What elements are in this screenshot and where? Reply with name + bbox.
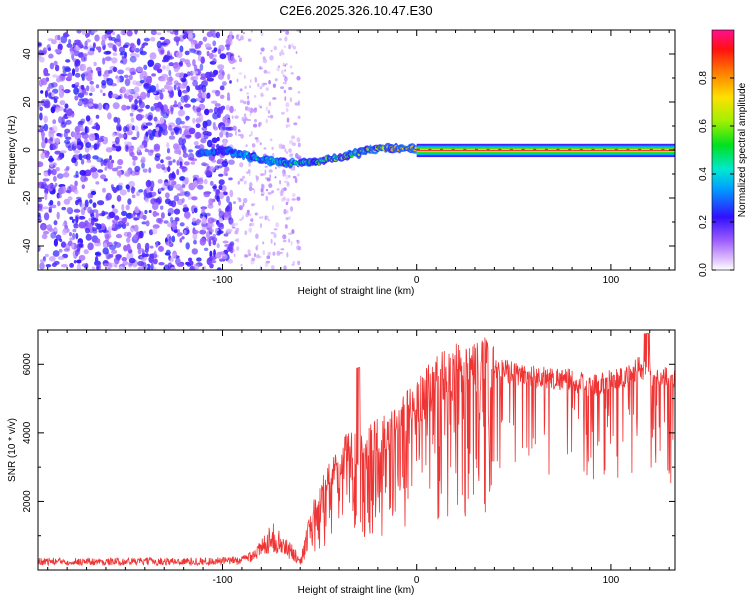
bottom-x-tick-0: 0 bbox=[414, 575, 420, 586]
colorbar-tick-0.2: 0.2 bbox=[698, 215, 709, 229]
bottom-x-axis-label: Height of straight line (km) bbox=[298, 585, 415, 596]
top-y-tick--40: -40 bbox=[22, 238, 33, 253]
bottom-y-tick-4000: 4000 bbox=[22, 421, 33, 444]
bottom-x-tick-100: 100 bbox=[603, 575, 620, 586]
bottom-y-tick-2000: 2000 bbox=[22, 490, 33, 513]
colorbar-tick-0.4: 0.4 bbox=[698, 167, 709, 181]
top-axis-ticks: -100 0 100 -40 -20 0 20 40 bbox=[22, 29, 675, 286]
top-x-tick--100: -100 bbox=[212, 275, 232, 286]
snr-series-line bbox=[38, 333, 675, 567]
heatmap-noise-layer bbox=[38, 30, 302, 270]
bottom-x-tick--100: -100 bbox=[212, 575, 232, 586]
top-x-tick-0: 0 bbox=[414, 275, 420, 286]
bottom-y-axis-label: SNR (10 * v/v) bbox=[7, 418, 18, 482]
colorbar-tick-0: 0.0 bbox=[698, 263, 709, 277]
colorbar-ticks: 0.0 0.2 0.4 0.6 0.8 bbox=[698, 71, 734, 277]
heatmap-signal-layer bbox=[195, 142, 675, 169]
top-y-tick-0: 0 bbox=[22, 147, 33, 153]
top-y-tick-20: 20 bbox=[22, 96, 33, 108]
top-y-tick--20: -20 bbox=[22, 190, 33, 205]
bottom-y-tick-6000: 6000 bbox=[22, 353, 33, 376]
colorbar bbox=[711, 29, 735, 271]
top-x-axis-label: Height of straight line (km) bbox=[298, 286, 415, 297]
colorbar-tick-0.6: 0.6 bbox=[698, 119, 709, 133]
colorbar-label: Normalized spectral amplitude bbox=[737, 82, 748, 217]
bottom-plot-frame bbox=[37, 329, 676, 571]
top-y-axis-label: Frequency (Hz) bbox=[7, 116, 18, 185]
colorbar-tick-0.8: 0.8 bbox=[698, 71, 709, 85]
bottom-axis-ticks: -100 0 100 2000 4000 6000 bbox=[22, 329, 675, 586]
top-y-tick-40: 40 bbox=[22, 48, 33, 60]
chart-title: C2E6.2025.326.10.47.E30 bbox=[279, 3, 432, 18]
top-x-tick-100: 100 bbox=[603, 275, 620, 286]
